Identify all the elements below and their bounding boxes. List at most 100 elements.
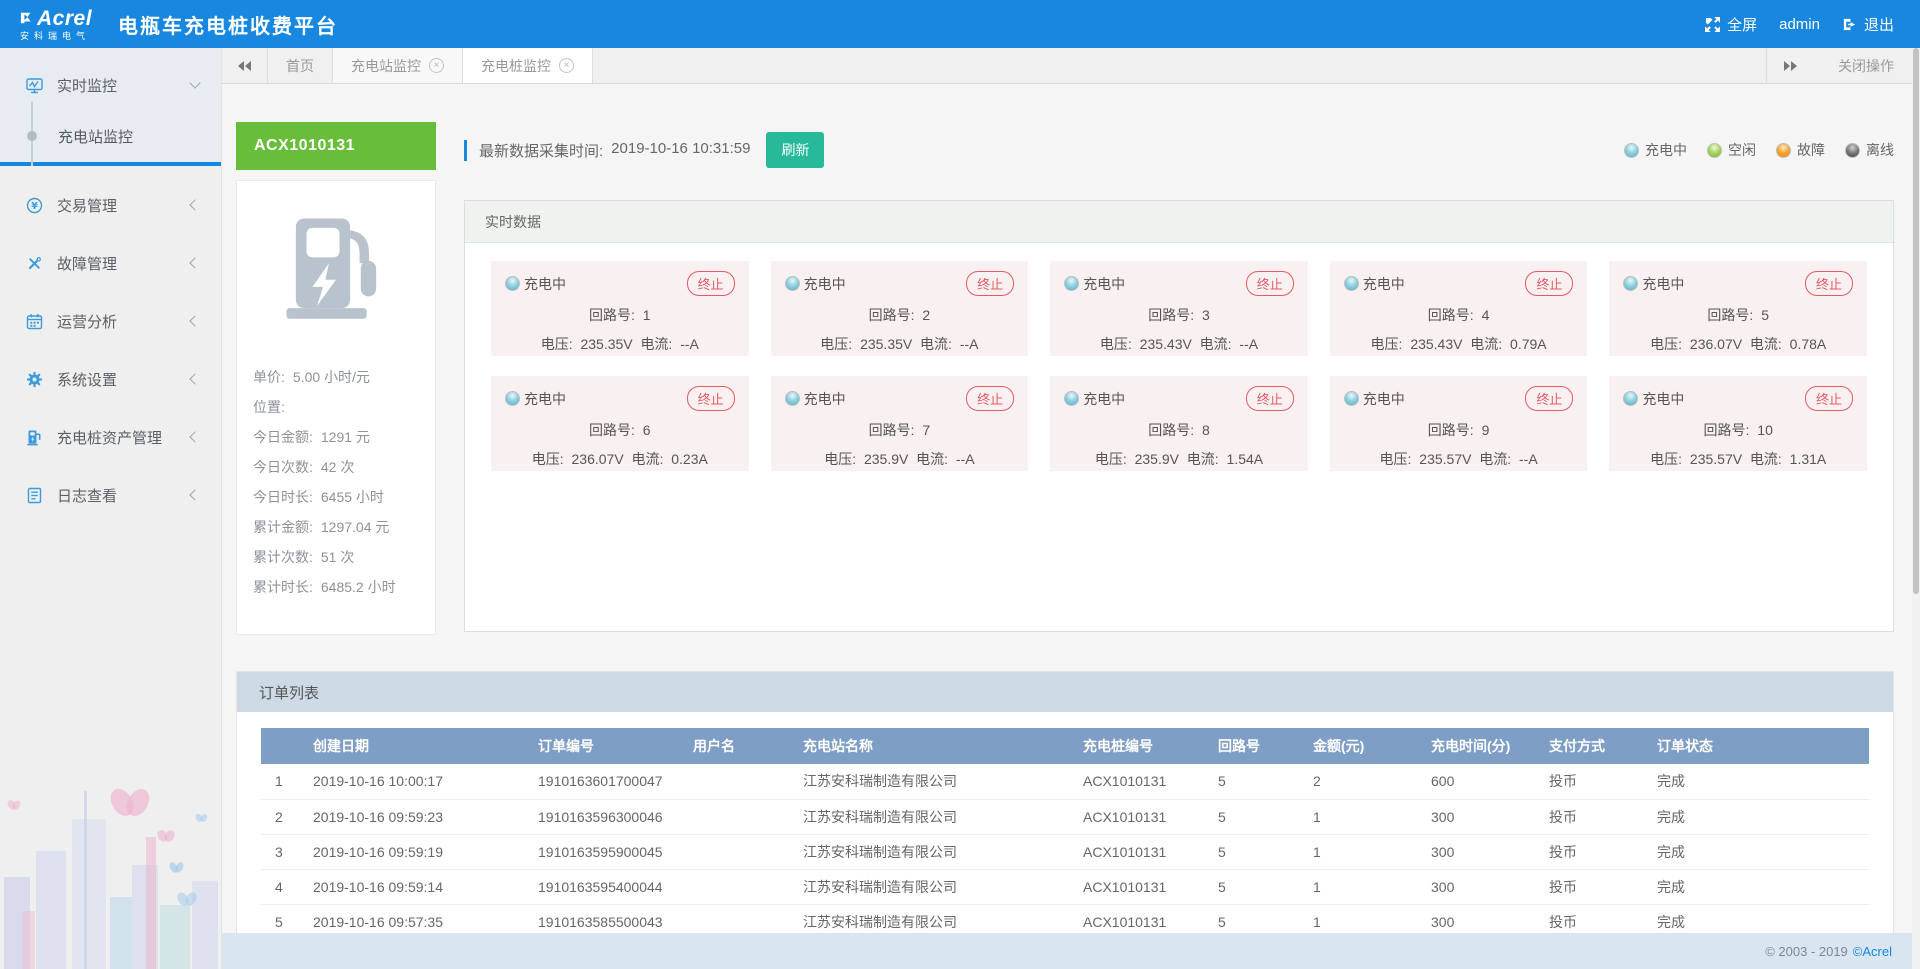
legend-label: 离线 bbox=[1866, 142, 1894, 158]
chevron-left-icon bbox=[189, 489, 201, 501]
station-name-cell: 江苏安科瑞制造有限公司 bbox=[795, 904, 1075, 933]
tab-charging-station-monitor[interactable]: 充电站监控 × bbox=[333, 48, 463, 83]
order-number-cell: 1910163601700047 bbox=[530, 764, 685, 800]
tab-label: 充电桩监控 bbox=[481, 57, 551, 74]
tabs-scroll-left-button[interactable] bbox=[222, 48, 268, 83]
circuit-number-label: 回路号: bbox=[589, 422, 635, 438]
current-value: --A bbox=[955, 451, 975, 467]
current-value: --A bbox=[959, 336, 979, 352]
vertical-scrollbar[interactable] bbox=[1912, 48, 1920, 969]
scrollbar-thumb[interactable] bbox=[1913, 48, 1919, 594]
stat-label: 位置: bbox=[253, 399, 285, 415]
voltage-label: 电压: bbox=[1379, 451, 1412, 467]
circuit-status-label: 充电中 bbox=[803, 275, 846, 292]
tab-home[interactable]: 首页 bbox=[268, 48, 333, 83]
monitor-area: 最新数据采集时间: 2019-10-16 10:31:59 刷新 充电中 空闲 … bbox=[464, 122, 1894, 635]
voltage-label: 电压: bbox=[1094, 451, 1127, 467]
orders-table-header-row: 创建日期 订单编号 用户名 充电站名称 充电桩编号 回路号 金额(元) 充电时间… bbox=[261, 728, 1869, 764]
charge-minutes-cell: 300 bbox=[1423, 799, 1541, 835]
terminate-button[interactable]: 终止 bbox=[1245, 271, 1294, 296]
tab-close-icon[interactable]: × bbox=[429, 58, 444, 73]
status-legend: 充电中 空闲 故障 离线 bbox=[1624, 140, 1894, 160]
tab-charging-pile-monitor[interactable]: 充电桩监控 × bbox=[463, 48, 593, 83]
chevron-left-icon bbox=[189, 431, 201, 443]
row-index: 3 bbox=[261, 834, 305, 870]
circuit-status-label: 充电中 bbox=[524, 275, 566, 292]
terminate-button[interactable]: 终止 bbox=[1245, 386, 1294, 411]
device-id: ACX1010131 bbox=[236, 122, 436, 170]
voltage-value: 236.07V bbox=[1689, 336, 1743, 352]
main-content: ACX1010131 bbox=[222, 84, 1920, 933]
log-document-icon bbox=[26, 487, 43, 504]
sidebar-item-system-settings[interactable]: 系统设置 bbox=[0, 350, 221, 408]
terminate-button[interactable]: 终止 bbox=[686, 386, 735, 411]
circuit-card: 充电中 终止 回路号: 4 电压: 235.43 bbox=[1329, 261, 1588, 356]
terminate-button[interactable]: 终止 bbox=[686, 271, 735, 296]
acrel-link[interactable]: ©Acrel bbox=[1852, 943, 1892, 959]
sidebar-item-fault-management[interactable]: 故障管理 bbox=[0, 234, 221, 292]
current-value: 1.54A bbox=[1226, 451, 1264, 467]
terminate-button[interactable]: 终止 bbox=[966, 386, 1015, 411]
terminate-button[interactable]: 终止 bbox=[1804, 271, 1853, 296]
terminate-button[interactable]: 终止 bbox=[1525, 386, 1574, 411]
legend-label: 故障 bbox=[1797, 142, 1825, 158]
charge-minutes-cell: 300 bbox=[1423, 904, 1541, 933]
voltage-label: 电压: bbox=[531, 451, 564, 467]
current-label: 电流: bbox=[631, 451, 664, 467]
stat-label: 累计次数: bbox=[253, 549, 313, 565]
tab-close-icon[interactable]: × bbox=[559, 58, 574, 73]
order-number-cell: 1910163596300046 bbox=[530, 799, 685, 835]
terminate-button[interactable]: 终止 bbox=[1525, 271, 1574, 296]
fullscreen-button[interactable]: 全屏 bbox=[1705, 14, 1757, 35]
circuit-card: 充电中 终止 回路号: 6 电压: 236.07 bbox=[491, 376, 749, 471]
amount-cell: 1 bbox=[1305, 799, 1423, 835]
voltage-value: 235.35V bbox=[580, 336, 633, 352]
username-cell bbox=[685, 834, 795, 870]
stat-value: 1291 元 bbox=[320, 429, 370, 445]
terminate-button[interactable]: 终止 bbox=[966, 271, 1015, 296]
username[interactable]: admin bbox=[1779, 15, 1820, 33]
stat-value: 1297.04 元 bbox=[320, 519, 390, 535]
gear-icon bbox=[26, 371, 43, 388]
stat-label: 累计时长: bbox=[253, 579, 313, 595]
device-stat-row: 今日次数: 42 次 bbox=[253, 452, 419, 482]
order-status-cell: 完成 bbox=[1649, 869, 1869, 905]
col-pile-number: 充电桩编号 bbox=[1075, 728, 1210, 764]
col-amount: 金额(元) bbox=[1305, 728, 1423, 764]
logout-button[interactable]: 退出 bbox=[1842, 14, 1894, 35]
col-order-status: 订单状态 bbox=[1649, 728, 1869, 764]
circuit-status-label: 充电中 bbox=[1083, 390, 1126, 407]
circuit-number-value: 10 bbox=[1757, 422, 1773, 438]
created-date-cell: 2019-10-16 09:59:14 bbox=[305, 869, 530, 905]
close-actions-button[interactable]: 关闭操作 bbox=[1838, 57, 1894, 74]
sidebar-item-label: 系统设置 bbox=[57, 371, 118, 389]
circuit-number-label: 回路号: bbox=[1703, 422, 1750, 438]
refresh-button[interactable]: 刷新 bbox=[766, 132, 825, 168]
current-value: --A bbox=[1239, 336, 1259, 352]
tabs-scroll-right-button[interactable] bbox=[1766, 48, 1812, 83]
circuit-number-value: 2 bbox=[922, 307, 931, 323]
sidebar-item-log-view[interactable]: 日志查看 bbox=[0, 466, 221, 524]
terminate-button[interactable]: 终止 bbox=[1804, 386, 1853, 411]
voltage-label: 电压: bbox=[1650, 451, 1683, 467]
device-info-panel: ACX1010131 bbox=[236, 122, 436, 635]
stat-label: 今日时长: bbox=[253, 489, 313, 505]
current-value: --A bbox=[680, 336, 699, 352]
current-label: 电流: bbox=[1186, 451, 1219, 467]
sidebar-item-charging-station-monitor[interactable]: 充电站监控 bbox=[58, 128, 134, 146]
fault-status-icon bbox=[1776, 142, 1791, 158]
charging-status-icon bbox=[784, 391, 800, 406]
chevron-left-icon bbox=[189, 315, 201, 327]
circuit-number-cell: 5 bbox=[1210, 869, 1305, 905]
circuit-number-cell: 5 bbox=[1210, 834, 1305, 870]
sidebar-item-operation-analysis[interactable]: 运营分析 bbox=[0, 292, 221, 350]
voltage-value: 235.9V bbox=[1134, 451, 1179, 467]
pay-method-cell: 投币 bbox=[1541, 799, 1649, 835]
sidebar-item-realtime-monitor[interactable]: 实时监控 bbox=[0, 60, 221, 110]
sidebar-item-transaction-management[interactable]: ¥ 交易管理 bbox=[0, 176, 221, 234]
circuit-status-label: 充电中 bbox=[1083, 275, 1126, 292]
circuit-number-value: 6 bbox=[642, 422, 651, 438]
charging-status-icon bbox=[1624, 142, 1639, 158]
sidebar-item-pile-asset-management[interactable]: 充电桩资产管理 bbox=[0, 408, 221, 466]
row-index: 2 bbox=[261, 799, 305, 835]
